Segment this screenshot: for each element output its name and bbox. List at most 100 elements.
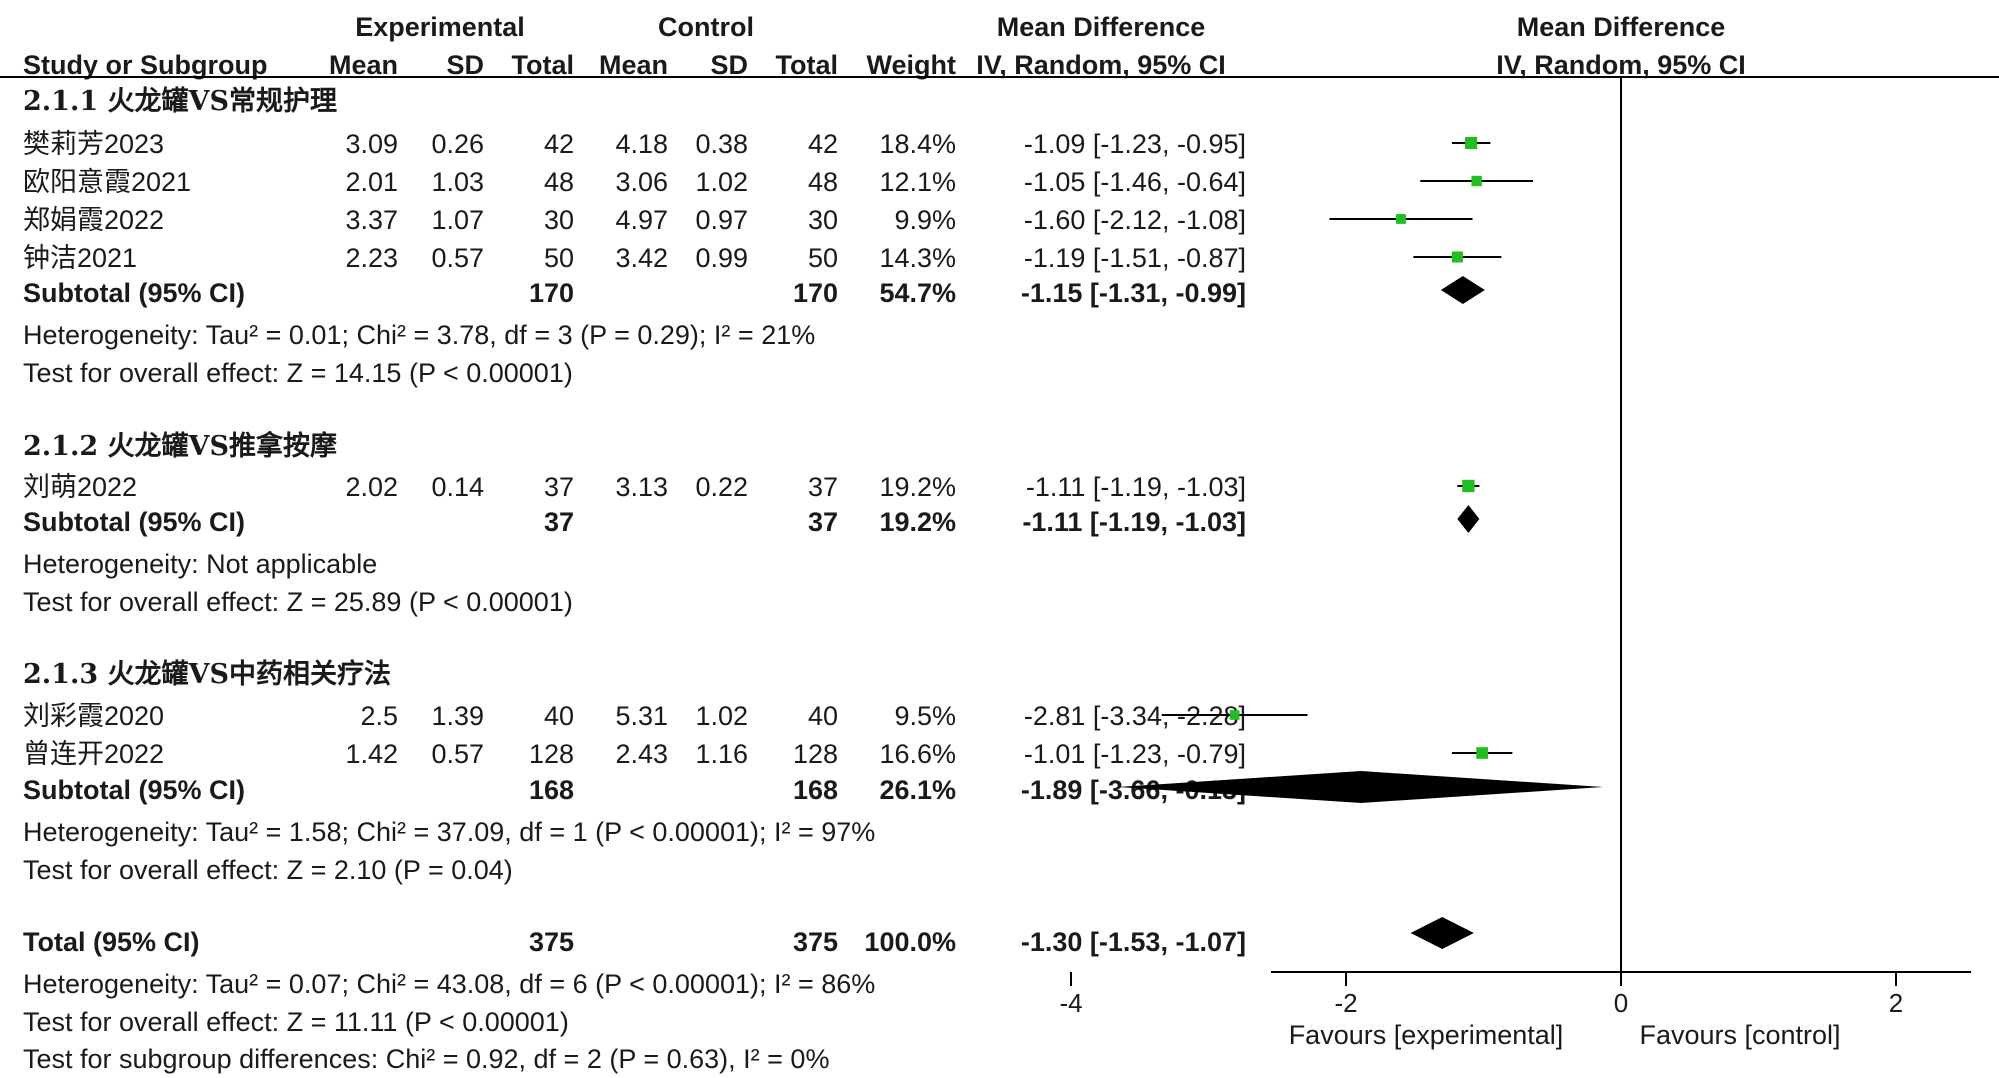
x-tick-label: -4 bbox=[1059, 988, 1082, 1018]
study-name: 樊莉芳2023 bbox=[23, 129, 164, 159]
study-total-e: 37 bbox=[544, 472, 574, 502]
study-weight: 9.5% bbox=[894, 701, 956, 731]
header-md-left: Mean Difference bbox=[997, 12, 1206, 42]
study-ci: -1.19 [-1.51, -0.87] bbox=[1024, 243, 1246, 273]
subgroup-title: 2.1.3 火龙罐VS中药相关疗法 bbox=[23, 658, 391, 690]
subgroup-title: 2.1.1 火龙罐VS常规护理 bbox=[23, 85, 337, 117]
subtotal-diamond bbox=[1440, 276, 1485, 304]
total-total-e: 375 bbox=[529, 927, 574, 957]
subtotal-weight: 26.1% bbox=[879, 775, 956, 805]
study-marker bbox=[1451, 251, 1463, 263]
study-total-e: 42 bbox=[544, 129, 574, 159]
study-total-e: 50 bbox=[544, 243, 574, 273]
overall-effect-text: Test for overall effect: Z = 14.15 (P < … bbox=[23, 358, 573, 388]
study-total-c: 37 bbox=[808, 472, 838, 502]
study-sd-c: 1.02 bbox=[695, 167, 748, 197]
study-weight: 19.2% bbox=[879, 472, 956, 502]
header-study: Study or Subgroup bbox=[23, 50, 267, 80]
study-name: 刘萌2022 bbox=[23, 472, 137, 502]
subtotal-ci: -1.11 [-1.19, -1.03] bbox=[1022, 507, 1246, 537]
study-marker bbox=[1229, 710, 1240, 720]
header-experimental: Experimental bbox=[355, 12, 525, 42]
study-mean-c: 3.42 bbox=[615, 243, 668, 273]
header-method-right: IV, Random, 95% CI bbox=[1496, 50, 1746, 80]
subtotal-total-c: 168 bbox=[793, 775, 838, 805]
study-mean-c: 4.18 bbox=[615, 129, 668, 159]
subtotal-diamond bbox=[1117, 771, 1604, 803]
study-mean-e: 2.23 bbox=[345, 243, 398, 273]
study-mean-c: 3.06 bbox=[615, 167, 668, 197]
study-total-c: 50 bbox=[808, 243, 838, 273]
study-name: 曾连开2022 bbox=[23, 739, 164, 769]
study-total-c: 128 bbox=[793, 739, 838, 769]
study-sd-e: 0.26 bbox=[431, 129, 484, 159]
study-sd-e: 1.03 bbox=[431, 167, 484, 197]
heterogeneity-text: Heterogeneity: Tau² = 0.01; Chi² = 3.78,… bbox=[23, 320, 815, 350]
study-weight: 14.3% bbox=[879, 243, 956, 273]
header-total-c: Total bbox=[776, 50, 839, 80]
study-sd-c: 1.02 bbox=[695, 701, 748, 731]
study-total-e: 30 bbox=[544, 205, 574, 235]
study-ci: -1.11 [-1.19, -1.03] bbox=[1026, 472, 1246, 502]
study-marker bbox=[1476, 747, 1488, 759]
study-weight: 18.4% bbox=[879, 129, 956, 159]
study-marker bbox=[1465, 136, 1478, 150]
study-sd-c: 0.99 bbox=[695, 243, 748, 273]
study-name: 郑娟霞2022 bbox=[23, 205, 164, 235]
header-weight: Weight bbox=[867, 50, 957, 80]
subtotal-total-c: 37 bbox=[808, 507, 838, 537]
study-ci: -1.01 [-1.23, -0.79] bbox=[1024, 739, 1246, 769]
study-sd-e: 0.57 bbox=[431, 739, 484, 769]
subgroup-differences-text: Test for subgroup differences: Chi² = 0.… bbox=[23, 1044, 829, 1074]
study-ci: -1.09 [-1.23, -0.95] bbox=[1024, 129, 1246, 159]
total-heterogeneity-text: Heterogeneity: Tau² = 0.07; Chi² = 43.08… bbox=[23, 969, 875, 999]
study-weight: 16.6% bbox=[879, 739, 956, 769]
study-marker bbox=[1462, 479, 1475, 493]
study-total-c: 40 bbox=[808, 701, 838, 731]
study-sd-e: 1.39 bbox=[431, 701, 484, 731]
subtotal-weight: 19.2% bbox=[879, 507, 956, 537]
study-mean-c: 4.97 bbox=[615, 205, 668, 235]
total-diamond bbox=[1410, 917, 1474, 949]
study-sd-e: 0.14 bbox=[431, 472, 484, 502]
study-sd-c: 0.38 bbox=[695, 129, 748, 159]
study-mean-c: 2.43 bbox=[615, 739, 668, 769]
header-md-right: Mean Difference bbox=[1517, 12, 1726, 42]
header-sd-e: SD bbox=[446, 50, 484, 80]
study-marker bbox=[1396, 214, 1406, 224]
total-ci: -1.30 [-1.53, -1.07] bbox=[1021, 927, 1246, 957]
study-total-e: 40 bbox=[544, 701, 574, 731]
study-mean-e: 2.02 bbox=[345, 472, 398, 502]
study-marker bbox=[1471, 175, 1482, 187]
subtotal-weight: 54.7% bbox=[879, 278, 956, 308]
header-method-left: IV, Random, 95% CI bbox=[976, 50, 1226, 80]
plot-area: -4-2024Favours [experimental]Favours [co… bbox=[1059, 77, 1971, 1050]
header-control: Control bbox=[658, 12, 754, 42]
study-total-e: 48 bbox=[544, 167, 574, 197]
study-sd-c: 1.16 bbox=[695, 739, 748, 769]
subtotal-total-c: 170 bbox=[793, 278, 838, 308]
heterogeneity-text: Heterogeneity: Tau² = 1.58; Chi² = 37.09… bbox=[23, 817, 875, 847]
study-mean-e: 1.42 bbox=[345, 739, 398, 769]
total-overall-effect-text: Test for overall effect: Z = 11.11 (P < … bbox=[23, 1007, 569, 1037]
header-sd-c: SD bbox=[710, 50, 748, 80]
study-sd-c: 0.97 bbox=[695, 205, 748, 235]
header-mean-c: Mean bbox=[599, 50, 668, 80]
study-ci: -1.60 [-2.12, -1.08] bbox=[1024, 205, 1246, 235]
overall-effect-text: Test for overall effect: Z = 2.10 (P = 0… bbox=[23, 855, 513, 885]
study-mean-c: 3.13 bbox=[615, 472, 668, 502]
study-mean-e: 3.09 bbox=[345, 129, 398, 159]
subtotal-total-e: 37 bbox=[544, 507, 574, 537]
overall-effect-text: Test for overall effect: Z = 25.89 (P < … bbox=[23, 587, 573, 617]
study-total-c: 30 bbox=[808, 205, 838, 235]
study-sd-c: 0.22 bbox=[695, 472, 748, 502]
subtotal-total-e: 170 bbox=[529, 278, 574, 308]
total-total-c: 375 bbox=[793, 927, 838, 957]
study-name: 欧阳意霞2021 bbox=[23, 167, 191, 197]
x-tick-label: 0 bbox=[1614, 988, 1628, 1018]
study-weight: 12.1% bbox=[879, 167, 956, 197]
heterogeneity-text: Heterogeneity: Not applicable bbox=[23, 549, 377, 579]
total-weight: 100.0% bbox=[864, 927, 956, 957]
favours-experimental-label: Favours [experimental] bbox=[1289, 1020, 1564, 1050]
header-mean-e: Mean bbox=[329, 50, 398, 80]
